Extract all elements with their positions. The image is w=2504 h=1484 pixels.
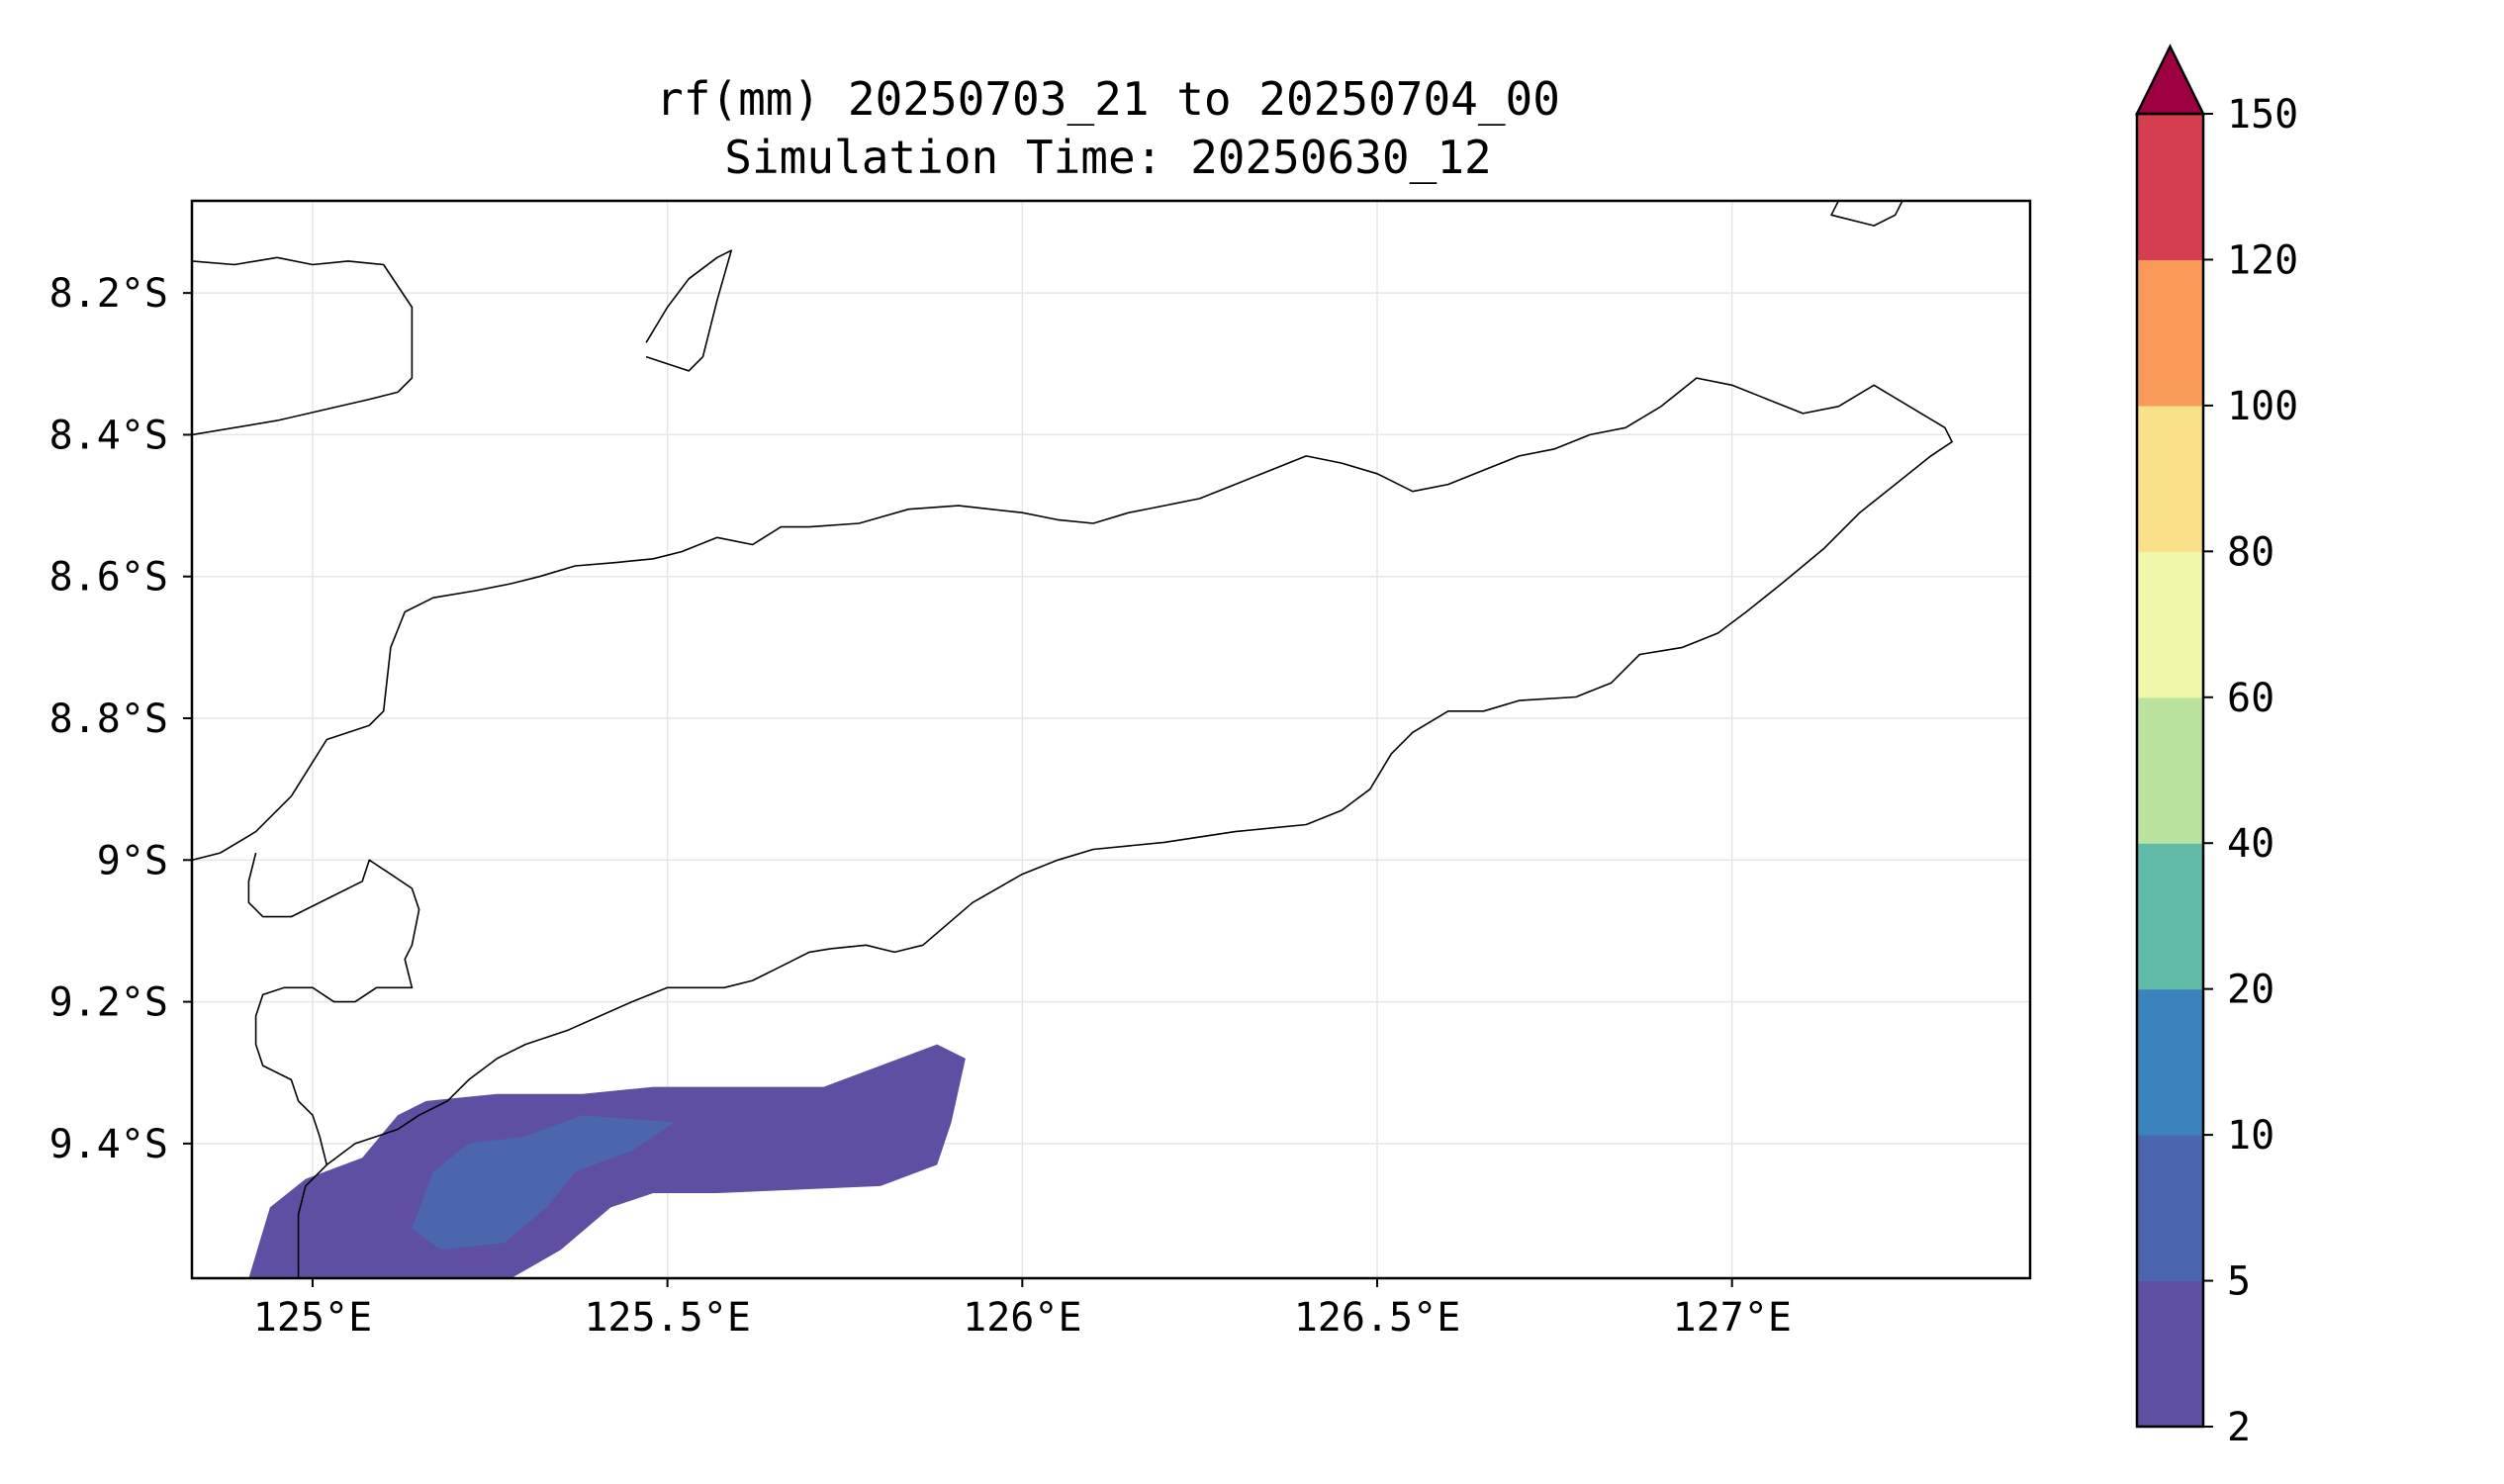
- colorbar-segment: [2137, 988, 2203, 1136]
- coastline: [247, 852, 420, 1165]
- colorbar-segment: [2137, 1135, 2203, 1282]
- figure-title-line2: Simulation Time: 20250630_12: [724, 131, 1491, 184]
- y-tick-label: 9°S: [97, 838, 168, 883]
- colorbar-label: 60: [2227, 676, 2274, 721]
- colorbar-segment: [2137, 259, 2203, 407]
- colorbar-segment: [2137, 1280, 2203, 1428]
- colorbar-label: 80: [2227, 529, 2274, 575]
- colorbar-label: 20: [2227, 968, 2274, 1013]
- colorbar-segment: [2137, 843, 2203, 990]
- colorbar-segment: [2137, 114, 2203, 261]
- y-tick-label: 8.8°S: [49, 696, 168, 742]
- colorbar-frame: [2135, 112, 2205, 1429]
- y-tick-label: 9.2°S: [49, 980, 168, 1026]
- colorbar-segment: [2137, 551, 2203, 698]
- x-tick-label: 125.5°E: [584, 1295, 751, 1341]
- y-tick-label: 8.2°S: [49, 271, 168, 317]
- colorbar-label: 120: [2227, 237, 2298, 283]
- colorbar: 2 5 10 20 40 60 80 100 120 150: [2134, 44, 2298, 1450]
- map-frame: [190, 199, 2032, 1280]
- colorbar-label: 5: [2227, 1259, 2251, 1305]
- colorbar-label: 40: [2227, 821, 2274, 867]
- latitude-axis: 8.2°S 8.4°S 8.6°S 8.8°S 9°S 9.2°S 9.4°S: [49, 271, 192, 1167]
- x-tick-label: 125°E: [253, 1295, 372, 1341]
- rain-region-2-5: [248, 1044, 966, 1278]
- longitude-axis: 125°E 125.5°E 126°E 126.5°E 127°E: [253, 1278, 1792, 1341]
- x-tick-label: 126°E: [963, 1295, 1081, 1341]
- colorbar-extend-triangle: [2134, 44, 2206, 116]
- colorbar-label: 2: [2227, 1405, 2251, 1450]
- coastline: [192, 377, 1953, 1278]
- y-tick-label: 9.4°S: [49, 1122, 168, 1167]
- coastline: [645, 249, 733, 372]
- figure-title-line1: rf(mm) 20250703_21 to 20250704_00: [656, 72, 1560, 126]
- x-tick-label: 126.5°E: [1294, 1295, 1461, 1341]
- coastline-layer: [192, 201, 1953, 1278]
- colorbar-label: 10: [2227, 1113, 2274, 1159]
- coastline: [192, 256, 414, 436]
- colorbar-label: 100: [2227, 384, 2298, 429]
- x-tick-label: 127°E: [1672, 1295, 1791, 1341]
- colorbar-segment: [2137, 405, 2203, 552]
- rainfall-field: [248, 1044, 966, 1278]
- colorbar-segment: [2137, 696, 2203, 844]
- colorbar-label: 150: [2227, 92, 2298, 138]
- rain-region-5-10: [412, 1115, 675, 1251]
- coastline: [1830, 201, 1903, 227]
- y-tick-label: 8.6°S: [49, 555, 168, 601]
- y-tick-label: 8.4°S: [49, 413, 168, 458]
